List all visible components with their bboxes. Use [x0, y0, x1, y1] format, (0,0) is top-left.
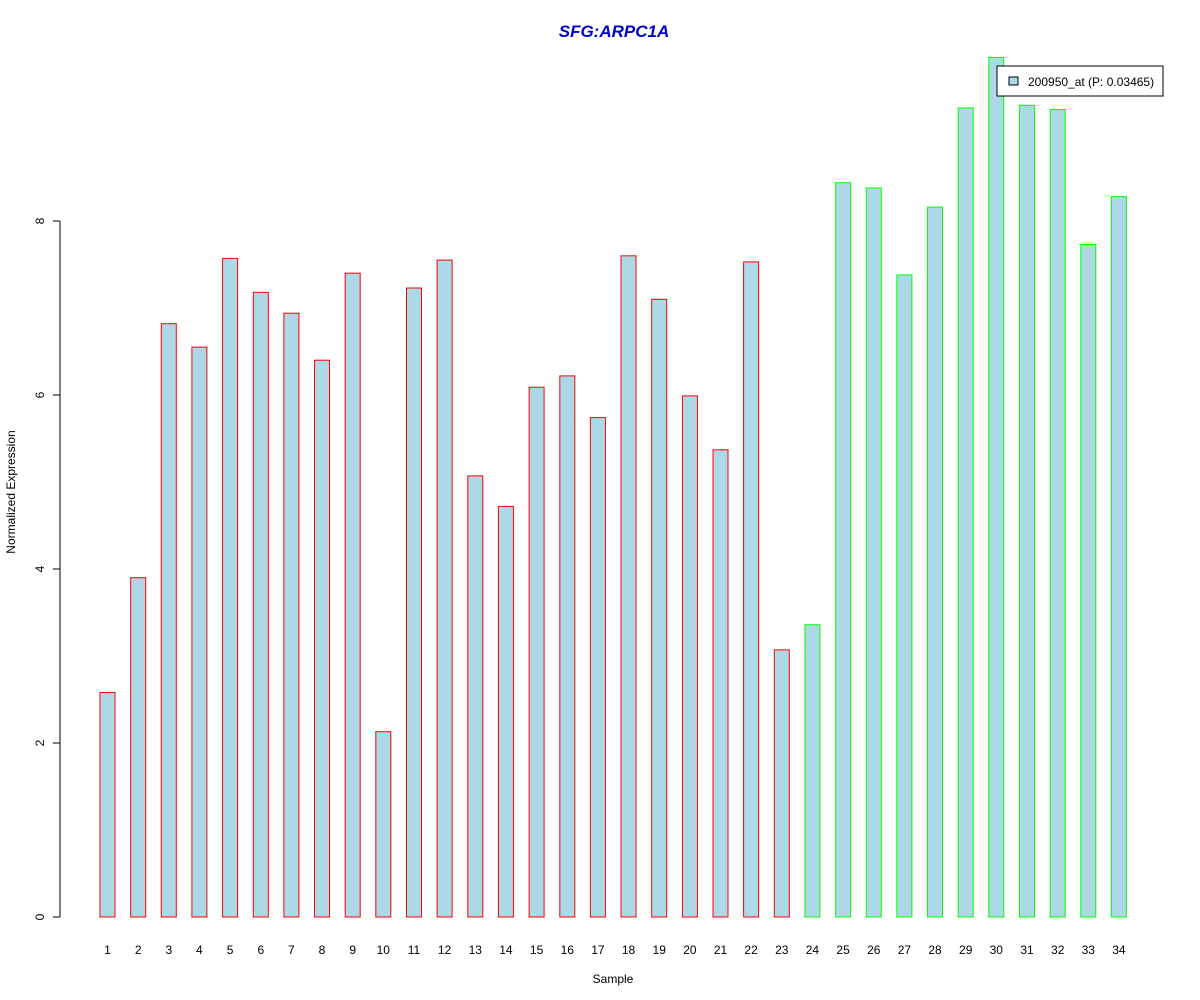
x-tick-label: 10 — [377, 943, 391, 957]
bar — [1110, 196, 1127, 918]
x-tick-label: 30 — [990, 943, 1004, 957]
bar — [222, 257, 239, 918]
bar — [252, 291, 269, 918]
bar — [559, 375, 576, 918]
legend-swatch — [1008, 76, 1019, 86]
bar — [283, 312, 300, 918]
x-tick-label: 25 — [836, 943, 850, 957]
bar — [99, 692, 116, 918]
bar — [804, 624, 821, 918]
x-tick-label: 3 — [165, 943, 172, 957]
x-tick-label: 31 — [1020, 943, 1034, 957]
y-axis-label: Normalized Expression — [4, 430, 18, 553]
x-tick-label: 6 — [257, 943, 264, 957]
x-tick-label: 22 — [744, 943, 758, 957]
bar — [681, 395, 698, 918]
legend-box — [996, 65, 1164, 97]
x-tick-label: 27 — [898, 943, 912, 957]
legend-entry: 200950_at (P: 0.03465) — [1028, 75, 1154, 89]
bar — [957, 107, 974, 918]
bars — [99, 56, 1127, 918]
bar — [712, 449, 729, 918]
bar — [314, 359, 330, 918]
x-tick-label: 12 — [438, 943, 452, 957]
x-tick-label: 11 — [408, 943, 421, 957]
x-tick-label: 21 — [714, 943, 728, 957]
bar — [191, 346, 208, 918]
y-tick-label: 0 — [33, 913, 47, 920]
x-tick-label: 15 — [530, 943, 544, 957]
x-tick-label: 29 — [959, 943, 973, 957]
x-tick-label: 32 — [1051, 943, 1065, 957]
x-tick-label: 4 — [196, 943, 203, 957]
x-tick-label: 17 — [591, 943, 605, 957]
bar — [130, 577, 147, 918]
x-tick-label: 5 — [227, 943, 234, 957]
x-tick-label: 34 — [1112, 943, 1126, 957]
bar — [1019, 104, 1035, 918]
bar — [160, 323, 177, 918]
x-tick-label: 20 — [683, 943, 697, 957]
x-tick-label: 23 — [775, 943, 789, 957]
bar — [528, 386, 545, 918]
x-tick-labels: 1 2 3 4 5 6 7 8 9 10 11 12 13 14 15 16 17 18 19 20 21 22 23 24 2… — [104, 943, 1126, 957]
bar — [1049, 109, 1066, 918]
y-tick-label: 2 — [33, 739, 47, 746]
x-tick-label: 8 — [319, 943, 326, 957]
legend: 200950_at (P: 0.03465) — [996, 65, 1164, 97]
bar — [927, 206, 943, 918]
x-tick-label: 2 — [135, 943, 142, 957]
y-tick-label: 8 — [33, 217, 47, 224]
x-tick-label: 18 — [622, 943, 636, 957]
x-tick-label: 1 — [104, 943, 111, 957]
bar — [589, 417, 606, 918]
bar — [988, 56, 1005, 918]
x-tick-label: 13 — [469, 943, 483, 957]
x-tick-label: 7 — [288, 943, 295, 957]
bar — [406, 287, 422, 918]
x-tick-label: 9 — [349, 943, 356, 957]
bar — [743, 261, 760, 918]
x-tick-label: 28 — [928, 943, 942, 957]
bar — [835, 182, 852, 918]
bar — [375, 731, 392, 918]
x-tick-label: 26 — [867, 943, 881, 957]
bar — [896, 274, 913, 918]
bar — [467, 475, 484, 918]
bar — [436, 259, 453, 918]
chart-title: SFG:ARPC1A — [559, 22, 670, 41]
bar — [651, 298, 668, 918]
bar — [773, 649, 790, 918]
x-tick-label: 14 — [499, 943, 513, 957]
bar — [344, 272, 361, 918]
x-tick-label: 19 — [653, 943, 667, 957]
y-axis: 0 2 4 6 8 — [33, 217, 61, 920]
bar — [865, 187, 882, 918]
y-tick-label: 6 — [33, 391, 47, 398]
bar — [620, 255, 637, 918]
y-tick-label: 4 — [33, 565, 47, 572]
x-tick-label: 33 — [1082, 943, 1096, 957]
bar — [497, 505, 514, 918]
bar — [1080, 244, 1097, 918]
x-axis-label: Sample — [593, 972, 634, 986]
x-tick-label: 16 — [561, 943, 575, 957]
x-tick-label: 24 — [806, 943, 820, 957]
